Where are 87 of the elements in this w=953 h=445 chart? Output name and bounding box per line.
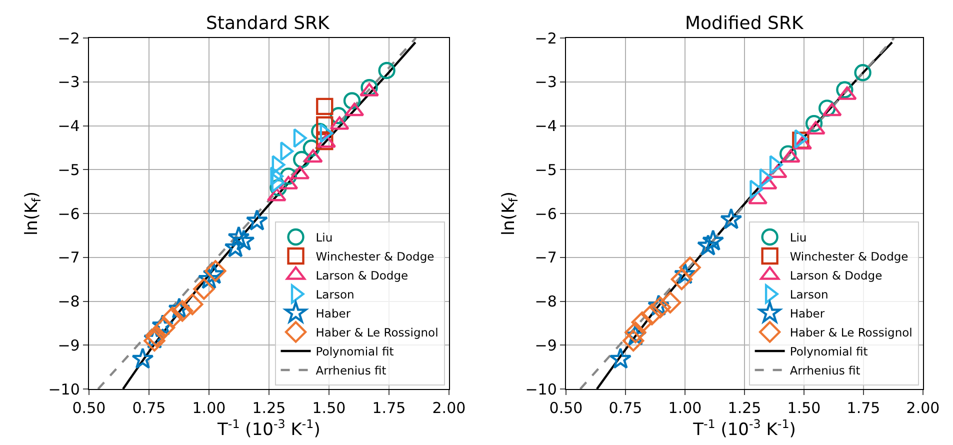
- legend-label: Larson: [790, 287, 828, 302]
- y-tick-label: −10: [525, 380, 557, 398]
- x-tick-label: 1.00: [192, 399, 226, 418]
- x-axis-title: T$^{-1}$ (10$^{-3}$ K$^{-1}$): [692, 417, 796, 440]
- y-tick-label: −9: [534, 336, 557, 354]
- x-tick-label: 1.25: [252, 399, 286, 418]
- x-tick-label: 1.50: [787, 399, 821, 418]
- legend-label: Larson & Dodge: [790, 268, 882, 282]
- legend-label: Arrhenius fit: [790, 363, 861, 378]
- y-tick-label: −4: [534, 117, 557, 135]
- point: [702, 230, 724, 251]
- point: [720, 208, 742, 230]
- legend-label: Winchester & Dodge: [316, 249, 434, 264]
- legend-label: Haber: [316, 306, 351, 320]
- x-tick-label: 0.50: [72, 399, 106, 418]
- y-tick-label: −7: [58, 248, 80, 267]
- y-tick-label: −6: [58, 204, 80, 223]
- x-tick-label: 1.75: [846, 399, 880, 418]
- point: [679, 256, 701, 278]
- x-tick-label: 0.75: [608, 399, 642, 418]
- y-tick-label: −4: [58, 117, 80, 135]
- legend-label: Haber & Le Rossignol: [316, 325, 438, 340]
- y-tick-label: −3: [534, 73, 557, 92]
- point: [224, 236, 246, 258]
- legend-label: Winchester & Dodge: [790, 249, 908, 264]
- x-tick-label: 0.50: [549, 399, 583, 418]
- point: [659, 292, 682, 314]
- point: [641, 304, 663, 326]
- y-tick-label: −9: [58, 336, 80, 354]
- legend-label: Polynomial fit: [790, 344, 868, 358]
- point: [182, 293, 204, 316]
- point: [836, 81, 854, 98]
- point: [330, 107, 348, 124]
- y-tick-label: −8: [534, 292, 557, 310]
- point: [302, 140, 320, 157]
- y-tick-label: −3: [58, 73, 80, 92]
- x-tick-label: 1.50: [312, 399, 346, 418]
- x-tick-label: 1.25: [728, 399, 762, 418]
- point: [280, 168, 298, 185]
- point: [622, 330, 644, 352]
- y-tick-label: −5: [534, 160, 557, 179]
- x-axis-title: T$^{-1}$ (10$^{-3}$ K$^{-1}$): [216, 417, 320, 440]
- point: [316, 116, 334, 134]
- point: [609, 348, 632, 369]
- chart-title: Standard SRK: [206, 13, 331, 34]
- legend-label: Larson: [316, 287, 354, 302]
- point: [378, 62, 396, 80]
- point: [316, 98, 334, 116]
- y-tick-label: −10: [48, 380, 80, 398]
- point: [805, 114, 823, 132]
- point: [792, 132, 810, 149]
- legend-label: Liu: [790, 230, 807, 244]
- point: [162, 306, 184, 328]
- x-tick-label: 2.00: [432, 399, 466, 418]
- y-tick-label: −5: [58, 160, 80, 179]
- point: [246, 209, 268, 231]
- point: [193, 278, 215, 300]
- point: [360, 78, 378, 96]
- point: [631, 311, 653, 334]
- legend-label: Arrhenius fit: [316, 363, 387, 378]
- x-tick-label: 0.75: [132, 399, 166, 418]
- point: [311, 122, 328, 140]
- point: [779, 145, 797, 162]
- chart-title: Modified SRK: [685, 13, 804, 34]
- y-tick-label: −2: [58, 29, 80, 48]
- point: [293, 150, 310, 168]
- point: [696, 234, 720, 256]
- legend-label: Polynomial fit: [316, 344, 394, 358]
- point: [316, 132, 334, 150]
- point: [818, 100, 836, 117]
- y-tick-label: −7: [534, 248, 557, 267]
- point: [670, 268, 693, 290]
- legend-label: Liu: [316, 230, 333, 244]
- legend-label: Larson & Dodge: [316, 268, 408, 282]
- point: [228, 226, 250, 248]
- x-tick-label: 1.75: [372, 399, 406, 418]
- legend-label: Haber: [790, 306, 825, 320]
- legend-label: Haber & Le Rossignol: [790, 325, 912, 340]
- x-tick-label: 2.00: [906, 399, 940, 418]
- x-tick-label: 1.00: [668, 399, 702, 418]
- y-tick-label: −2: [534, 29, 557, 48]
- point: [854, 64, 872, 82]
- point: [343, 92, 361, 110]
- y-tick-label: −8: [58, 292, 80, 310]
- y-tick-label: −6: [534, 204, 557, 223]
- point: [674, 262, 696, 284]
- point: [132, 348, 154, 369]
